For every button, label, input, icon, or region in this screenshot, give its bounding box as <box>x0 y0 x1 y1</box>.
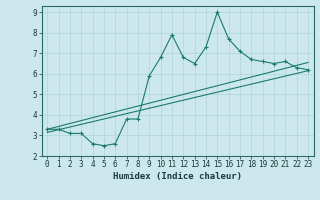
X-axis label: Humidex (Indice chaleur): Humidex (Indice chaleur) <box>113 172 242 181</box>
